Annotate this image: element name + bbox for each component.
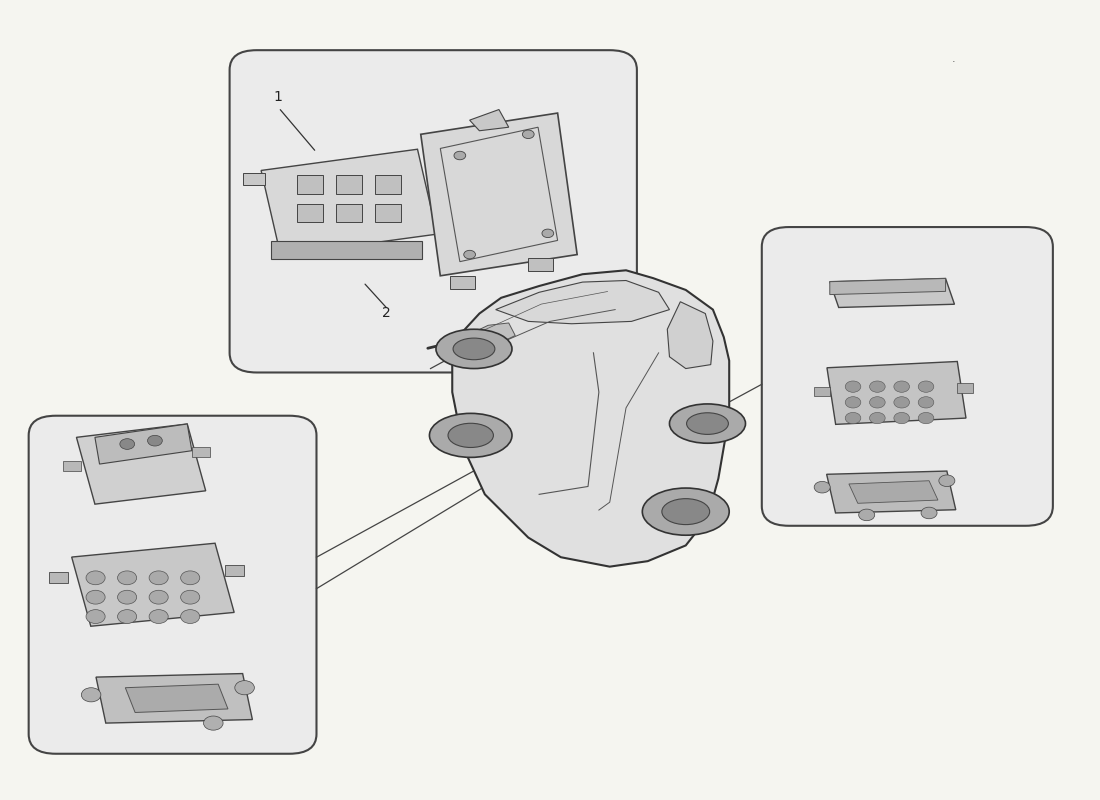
Circle shape bbox=[894, 397, 910, 408]
Circle shape bbox=[86, 590, 106, 604]
Circle shape bbox=[938, 475, 955, 486]
Bar bbox=[957, 383, 972, 393]
Ellipse shape bbox=[670, 404, 746, 443]
Circle shape bbox=[204, 716, 223, 730]
Polygon shape bbox=[95, 424, 191, 464]
Polygon shape bbox=[452, 270, 729, 566]
Circle shape bbox=[869, 413, 886, 424]
Circle shape bbox=[118, 590, 136, 604]
Circle shape bbox=[86, 571, 106, 585]
Polygon shape bbox=[827, 362, 966, 424]
Ellipse shape bbox=[448, 423, 494, 447]
Circle shape bbox=[918, 413, 934, 424]
Circle shape bbox=[894, 413, 910, 424]
Circle shape bbox=[845, 381, 861, 392]
Polygon shape bbox=[72, 543, 234, 626]
Ellipse shape bbox=[686, 413, 728, 434]
Circle shape bbox=[150, 590, 168, 604]
Circle shape bbox=[86, 610, 106, 623]
Bar bbox=[375, 204, 400, 222]
Circle shape bbox=[845, 413, 861, 424]
Circle shape bbox=[180, 610, 200, 623]
Circle shape bbox=[522, 130, 535, 138]
Text: 1: 1 bbox=[273, 90, 282, 104]
Polygon shape bbox=[826, 471, 956, 513]
Circle shape bbox=[118, 610, 136, 623]
Circle shape bbox=[454, 151, 465, 160]
FancyBboxPatch shape bbox=[762, 227, 1053, 526]
Polygon shape bbox=[849, 481, 938, 503]
Bar bbox=[814, 386, 829, 396]
Bar bbox=[63, 461, 81, 470]
FancyBboxPatch shape bbox=[29, 416, 317, 754]
Ellipse shape bbox=[453, 338, 495, 360]
Circle shape bbox=[845, 397, 861, 408]
Bar bbox=[224, 566, 244, 577]
Ellipse shape bbox=[662, 498, 710, 525]
Polygon shape bbox=[421, 113, 578, 276]
Polygon shape bbox=[261, 150, 437, 255]
Bar bbox=[271, 242, 422, 259]
Circle shape bbox=[150, 571, 168, 585]
Circle shape bbox=[869, 381, 886, 392]
Bar bbox=[48, 572, 68, 583]
Circle shape bbox=[859, 509, 874, 521]
Circle shape bbox=[147, 435, 163, 446]
Polygon shape bbox=[496, 281, 670, 324]
Bar bbox=[337, 204, 362, 222]
Polygon shape bbox=[829, 278, 955, 307]
Circle shape bbox=[918, 397, 934, 408]
Bar bbox=[243, 174, 265, 185]
Circle shape bbox=[180, 590, 200, 604]
Circle shape bbox=[814, 482, 830, 493]
Circle shape bbox=[542, 229, 553, 238]
Ellipse shape bbox=[642, 488, 729, 535]
Ellipse shape bbox=[436, 330, 512, 369]
Polygon shape bbox=[444, 353, 458, 362]
Polygon shape bbox=[470, 110, 508, 130]
Polygon shape bbox=[668, 302, 713, 369]
Text: .: . bbox=[952, 54, 956, 64]
Circle shape bbox=[894, 381, 910, 392]
Circle shape bbox=[118, 571, 136, 585]
Bar bbox=[337, 175, 362, 194]
Bar bbox=[191, 447, 210, 458]
Circle shape bbox=[921, 507, 937, 518]
Bar bbox=[375, 175, 400, 194]
Polygon shape bbox=[125, 684, 228, 713]
Bar bbox=[297, 204, 322, 222]
Polygon shape bbox=[77, 424, 206, 504]
Text: 2: 2 bbox=[382, 306, 390, 321]
Circle shape bbox=[150, 610, 168, 623]
Circle shape bbox=[120, 438, 134, 450]
Circle shape bbox=[869, 397, 886, 408]
FancyBboxPatch shape bbox=[230, 50, 637, 373]
Polygon shape bbox=[96, 674, 252, 723]
Polygon shape bbox=[528, 258, 552, 271]
Circle shape bbox=[464, 250, 475, 259]
Polygon shape bbox=[461, 323, 515, 346]
Circle shape bbox=[918, 381, 934, 392]
Polygon shape bbox=[829, 278, 946, 294]
Circle shape bbox=[180, 571, 200, 585]
Circle shape bbox=[81, 688, 101, 702]
Bar bbox=[297, 175, 322, 194]
Ellipse shape bbox=[429, 414, 512, 458]
Polygon shape bbox=[450, 276, 474, 289]
Circle shape bbox=[234, 681, 254, 694]
